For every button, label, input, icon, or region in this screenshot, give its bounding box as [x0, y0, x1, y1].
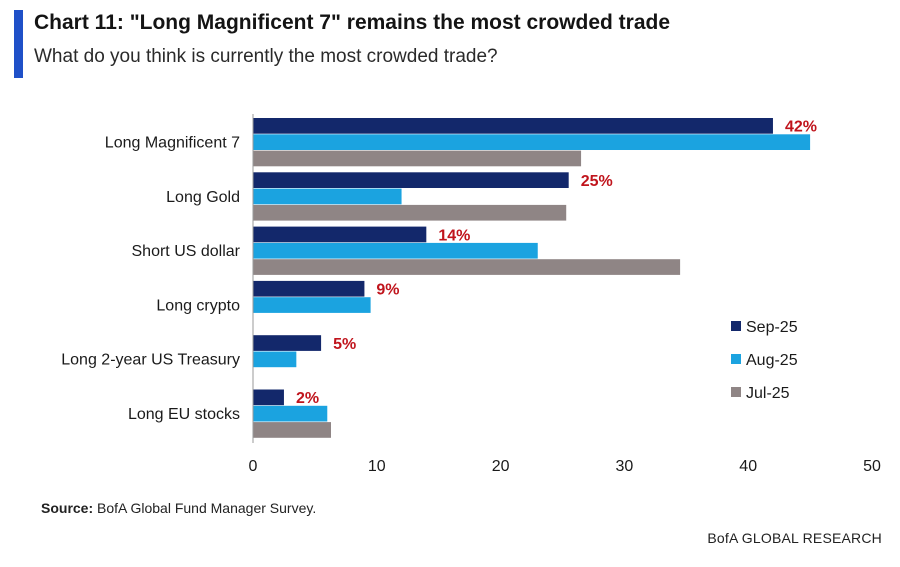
- x-tick-label: 0: [249, 458, 258, 475]
- bar-jul-25-2: [253, 259, 681, 275]
- bar-aug-25-1: [253, 188, 402, 205]
- legend-label: Sep-25: [746, 319, 798, 336]
- data-label: 9%: [376, 282, 399, 299]
- bar-sep-25-3: [253, 280, 365, 297]
- legend-swatch-sep-25: [731, 321, 741, 331]
- x-tick-label: 30: [616, 458, 634, 475]
- category-label: Short US dollar: [132, 243, 241, 260]
- title-accent-bar: [14, 10, 23, 78]
- bar-jul-25-0: [253, 150, 582, 167]
- category-label: Long EU stocks: [128, 406, 240, 423]
- x-tick-label: 40: [739, 458, 757, 475]
- data-label: 5%: [333, 336, 356, 353]
- category-label: Long Gold: [166, 189, 240, 206]
- bar-sep-25-0: [253, 118, 773, 134]
- category-label: Long 2-year US Treasury: [61, 352, 240, 369]
- brand-footer: BofA GLOBAL RESEARCH: [707, 530, 882, 546]
- bar-aug-25-0: [253, 134, 811, 150]
- chart-subtitle: What do you think is currently the most …: [34, 46, 498, 67]
- data-label: 2%: [296, 390, 319, 407]
- x-tick-label: 20: [492, 458, 510, 475]
- source-text: BofA Global Fund Manager Survey.: [93, 500, 317, 516]
- data-label: 42%: [785, 119, 817, 136]
- category-label: Long Magnificent 7: [105, 134, 240, 151]
- legend-label: Jul-25: [746, 385, 790, 402]
- bar-sep-25-2: [253, 226, 427, 243]
- source-note: Source: BofA Global Fund Manager Survey.: [41, 500, 316, 516]
- x-tick-label: 50: [863, 458, 881, 475]
- category-label: Long crypto: [156, 297, 240, 314]
- bar-aug-25-2: [253, 242, 538, 259]
- bar-sep-25-1: [253, 172, 569, 188]
- source-label: Source:: [41, 500, 94, 516]
- data-label: 25%: [581, 173, 613, 190]
- bar-jul-25-1: [253, 204, 567, 221]
- chart-title: Chart 11: "Long Magnificent 7" remains t…: [34, 11, 671, 34]
- legend-swatch-jul-25: [731, 387, 741, 397]
- bar-sep-25-4: [253, 335, 322, 351]
- bar-aug-25-4: [253, 351, 297, 368]
- legend-label: Aug-25: [746, 352, 798, 369]
- bar-sep-25-5: [253, 389, 284, 406]
- legend-swatch-aug-25: [731, 354, 741, 364]
- bar-aug-25-3: [253, 297, 371, 313]
- data-label: 14%: [438, 227, 470, 244]
- bar-aug-25-5: [253, 405, 328, 422]
- bar-jul-25-5: [253, 422, 331, 438]
- x-tick-label: 10: [368, 458, 386, 475]
